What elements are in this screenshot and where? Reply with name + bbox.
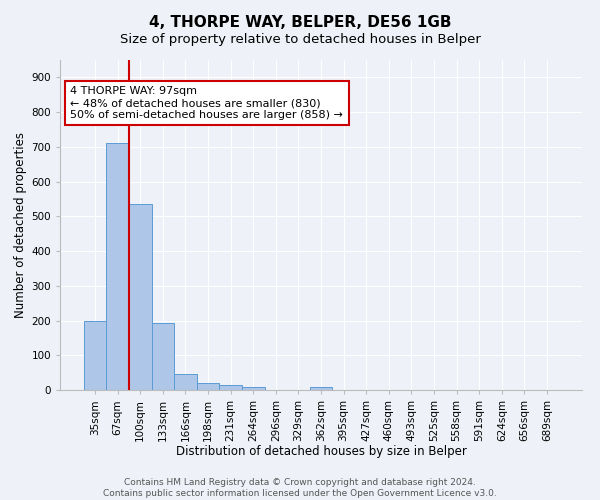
Bar	[197, 383, 220, 390]
Bar	[152, 324, 174, 390]
Bar	[174, 374, 197, 390]
Text: 4, THORPE WAY, BELPER, DE56 1GB: 4, THORPE WAY, BELPER, DE56 1GB	[149, 15, 451, 30]
Bar	[129, 204, 152, 390]
Bar	[242, 386, 265, 390]
Bar	[106, 144, 129, 390]
Text: 4 THORPE WAY: 97sqm
← 48% of detached houses are smaller (830)
50% of semi-detac: 4 THORPE WAY: 97sqm ← 48% of detached ho…	[70, 86, 343, 120]
Text: Size of property relative to detached houses in Belper: Size of property relative to detached ho…	[119, 32, 481, 46]
X-axis label: Distribution of detached houses by size in Belper: Distribution of detached houses by size …	[176, 446, 466, 458]
Y-axis label: Number of detached properties: Number of detached properties	[14, 132, 27, 318]
Bar	[310, 387, 332, 390]
Bar	[84, 320, 106, 390]
Text: Contains HM Land Registry data © Crown copyright and database right 2024.
Contai: Contains HM Land Registry data © Crown c…	[103, 478, 497, 498]
Bar	[220, 385, 242, 390]
